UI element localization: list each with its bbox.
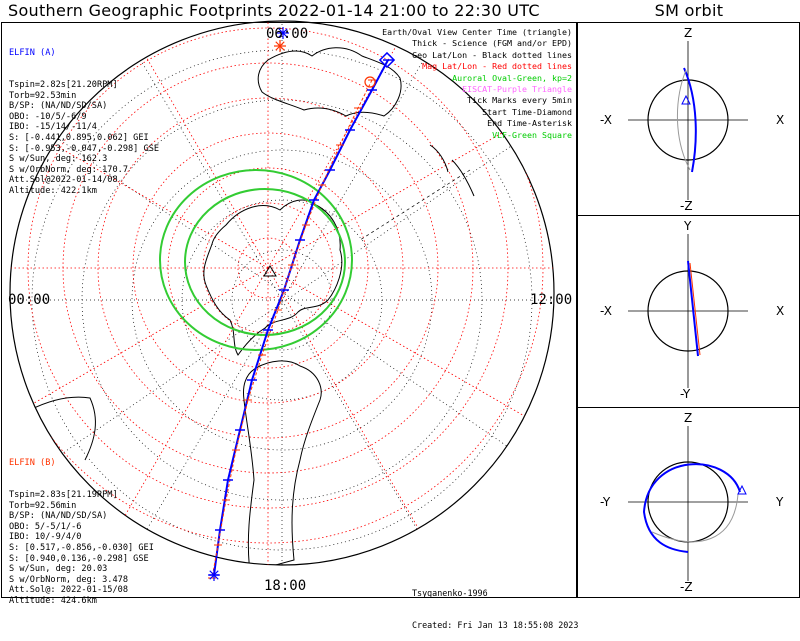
view-center-triangle xyxy=(263,265,277,277)
mag-lon-line xyxy=(10,107,269,269)
auroral-oval xyxy=(159,169,353,351)
mag-lat-circle xyxy=(10,21,544,544)
created-label: Created: Fri Jan 13 18:55:08 2023 xyxy=(412,619,579,630)
mag-lon-line xyxy=(107,21,269,269)
axis-label-right: X xyxy=(776,304,784,318)
view-direction-line xyxy=(359,169,471,241)
legend-entry: EISCAT-Purple Triangle xyxy=(462,83,572,94)
sm-orbit-panels: Z -Z -X X Y -Y -X X Z -Z -Y Y xyxy=(600,26,784,594)
elfin-b-info-line: S: [0.940,0.136,-0.298] GSE xyxy=(9,553,149,564)
mag-latlon-grid xyxy=(10,21,554,565)
elfin-a-header: ELFIN (A) xyxy=(9,48,56,59)
legend-entry: VLF-Green Square xyxy=(492,129,572,140)
elfin-b-info: ELFIN (B) Tspin=2.83s[21.19RPM] Torb=92.5… xyxy=(9,437,154,606)
elfin-a-info-line: Torb=92.53min xyxy=(9,90,77,101)
elfin-a-info-line: S w/OrbNorm, deg: 170.7 xyxy=(9,164,128,175)
mag-lon-line xyxy=(10,267,269,429)
mag-lon-line xyxy=(107,267,269,546)
time-label-right: 12:00 xyxy=(530,292,572,308)
sm-panel-1: Y -Y -X X xyxy=(600,219,784,401)
start-diamond-b xyxy=(364,76,376,88)
sm-panel-0: Z -Z -X X xyxy=(600,26,784,213)
time-label-top: 06:00 xyxy=(266,26,308,42)
start-diamond-a xyxy=(378,51,396,69)
axis-label-top: Z xyxy=(684,26,692,40)
elfin-a-info-line: OBO: -10/5/-6/9 xyxy=(9,111,87,122)
end-asterisk-b-top xyxy=(274,40,286,52)
axis-label-left: -Y xyxy=(600,495,611,509)
elfin-b-info-line: Tspin=2.83s[21.19RPM] xyxy=(9,489,118,500)
sm-triangle xyxy=(737,484,747,495)
sm-orbit-b xyxy=(651,493,739,543)
elfin-a-info-line: S: [-0.953,-0.047,-0.298] GSE xyxy=(9,143,160,154)
elfin-b-header: ELFIN (B) xyxy=(9,458,56,469)
elfin-b-info-line: B/SP: (NA/ND/SD/SA) xyxy=(9,511,108,522)
mag-lon-line xyxy=(267,107,546,269)
legend-entry: Thick - Science (FGM and/or EPD) xyxy=(412,38,572,49)
legend-entry: Mag Lat/Lon - Red dotted lines xyxy=(422,61,572,72)
axis-label-top: Z xyxy=(684,411,692,425)
elfin-b-info-line: Att.Sol@: 2022-01-15/08 xyxy=(9,585,128,596)
legend: Earth/Oval View Center Time (triangle) Th… xyxy=(382,27,572,141)
elfin-b-track xyxy=(211,79,373,579)
elfin-a-info-line: Att.Sol@2022-01-14/08 xyxy=(9,175,118,186)
sm-orbit-b xyxy=(689,262,701,356)
elfin-a-info-line: IBO: -15/14/-11/4 xyxy=(9,122,97,133)
axis-label-left: -X xyxy=(600,113,612,127)
sm-orbit-a xyxy=(642,463,741,553)
model-label: Tsyganenko-1996 xyxy=(412,588,488,598)
legend-entry: Tick Marks every 5min xyxy=(467,95,572,106)
time-label-bottom: 18:00 xyxy=(264,578,306,594)
elfin-a-info-line: S: [-0.441,0.895,0.062] GEI xyxy=(9,132,149,143)
elfin-a-info-line: B/SP: (NA/ND/SD/SA) xyxy=(9,101,108,112)
elfin-b-info-line: Torb=92.56min xyxy=(9,500,77,511)
map-panel xyxy=(1,22,577,598)
sm-triangle xyxy=(681,94,691,105)
elfin-a-info: ELFIN (A) Tspin=2.82s[21.20RPM] Torb=92.5… xyxy=(9,27,159,196)
mag-lat-circle xyxy=(132,132,404,404)
axis-label-left: -X xyxy=(600,304,612,318)
legend-entry: Start Time-Diamond xyxy=(482,106,572,117)
mag-lon-line xyxy=(267,267,546,429)
mag-lat-circle xyxy=(237,237,299,299)
sm-orbit-title: SM orbit xyxy=(654,1,724,20)
axis-label-right: Y xyxy=(775,495,784,509)
legend-entry: Earth/Oval View Center Time (triangle) xyxy=(382,27,572,37)
legend-entry: End Time-Asterisk xyxy=(487,118,572,129)
legend-entry: Auroral Oval-Green, kp=2 xyxy=(452,72,572,83)
sm-orbit-a xyxy=(683,67,697,173)
footprint-diagram: 06:00 00:00 12:00 18:00 Z -Z -X X Y -Y -X X Z -Z -… xyxy=(8,20,784,594)
orbit-tracks xyxy=(208,27,396,581)
mag-lon-line xyxy=(267,267,429,546)
elfin-b-info-line: S w/Sun, deg: 20.03 xyxy=(9,564,108,575)
sm-panel-2: Z -Z -Y Y xyxy=(600,411,784,594)
map-title: Southern Geographic Footprints 2022-01-1… xyxy=(8,1,540,20)
time-label-left: 00:00 xyxy=(8,292,50,308)
elfin-a-info-line: S w/Sun, deg: 162.3 xyxy=(9,154,108,165)
elfin-b-info-line: S w/OrbNorm, deg: 3.478 xyxy=(9,574,128,585)
axis-label-bottom: -Y xyxy=(680,387,691,401)
axis-label-top: Y xyxy=(683,219,692,233)
mag-lat-circle xyxy=(97,97,439,439)
elfin-b-info-line: OBO: 5/-5/1/-6 xyxy=(9,521,82,532)
elfin-b-info-line: Altitude: 424.6km xyxy=(9,595,97,606)
end-asterisk-a-top xyxy=(277,27,289,39)
elfin-b-info-line: S: [0.517,-0.856,-0.030] GEI xyxy=(9,542,154,553)
footer-notes: Tsyganenko-1996 Created: Fri Jan 13 18:5… xyxy=(412,567,578,641)
geo-latlon-grid xyxy=(10,21,554,565)
elfin-a-info-line: Tspin=2.82s[21.20RPM] xyxy=(9,79,118,90)
end-asterisk-a xyxy=(208,569,220,581)
sm-orbit-a xyxy=(687,260,699,357)
axis-label-right: X xyxy=(776,113,784,127)
elfin-a-info-line: Altitude: 422.1km xyxy=(9,185,97,196)
elfin-b-info-line: IBO: 10/-9/4/0 xyxy=(9,532,82,543)
sm-orbit-b xyxy=(676,69,691,171)
axis-label-bottom: -Z xyxy=(680,199,693,213)
axis-label-bottom: -Z xyxy=(680,580,693,594)
legend-entry: Geo Lat/Lon - Black dotted lines xyxy=(412,49,572,60)
